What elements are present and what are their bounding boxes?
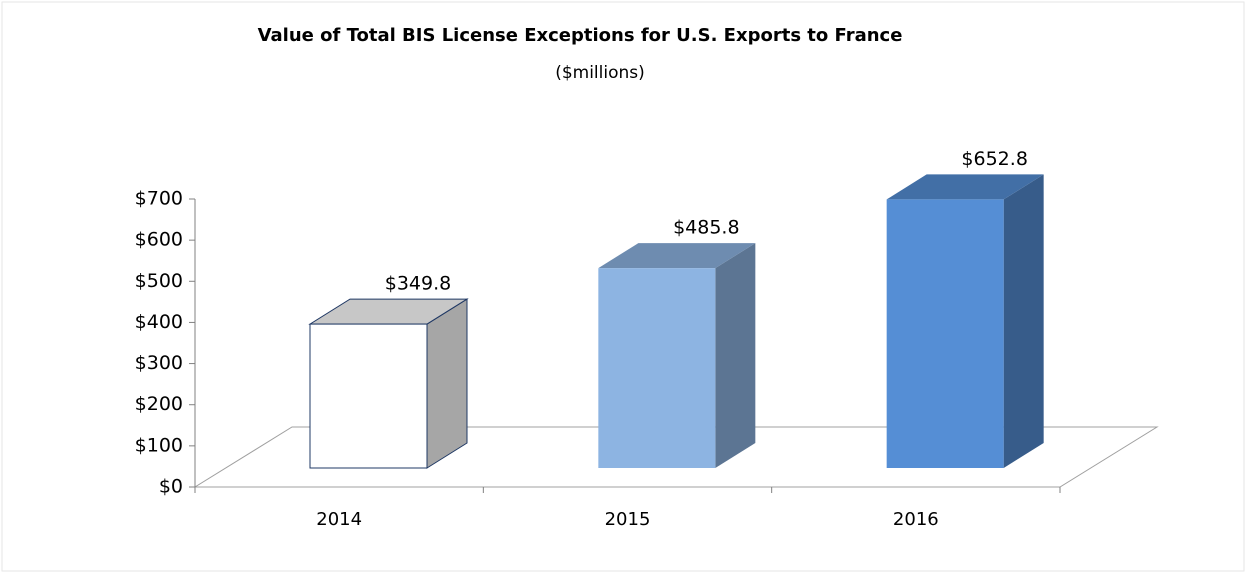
bar xyxy=(886,199,1004,468)
y-tick-label: $600 xyxy=(135,229,183,251)
value-label: $652.8 xyxy=(961,148,1027,170)
y-tick-label: $500 xyxy=(135,270,183,292)
y-tick-label: $0 xyxy=(159,476,183,498)
y-tick-label: $200 xyxy=(135,393,183,415)
chart-title: Value of Total BIS License Exceptions fo… xyxy=(258,25,903,46)
bar-side xyxy=(715,243,756,468)
bar-top xyxy=(886,174,1044,200)
y-tick-label: $100 xyxy=(135,434,183,456)
bar-side xyxy=(426,298,468,469)
bar-side xyxy=(1003,174,1044,468)
x-tick-label: 2015 xyxy=(605,509,651,530)
bar xyxy=(309,323,428,469)
x-tick-label: 2014 xyxy=(316,509,362,530)
y-tick-label: $700 xyxy=(135,188,183,210)
bar xyxy=(598,268,716,468)
value-label: $349.8 xyxy=(385,273,451,295)
x-tick-label: 2016 xyxy=(893,509,939,530)
value-label: $485.8 xyxy=(673,217,739,239)
bar-top xyxy=(598,243,756,269)
y-tick-label: $400 xyxy=(135,311,183,333)
chart-subtitle: ($millions) xyxy=(555,63,645,83)
y-tick-label: $300 xyxy=(135,352,183,374)
